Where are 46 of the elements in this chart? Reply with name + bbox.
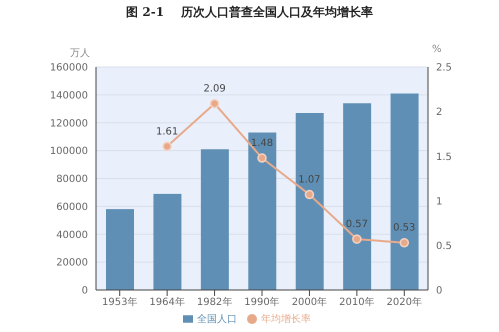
- y-tick-label: 140000: [50, 90, 88, 102]
- bar: [390, 93, 419, 290]
- point: [210, 98, 220, 108]
- y2-axis-title: %: [432, 44, 442, 55]
- x-tick-label: 2010年: [339, 296, 375, 308]
- legend-label: 全国人口: [197, 314, 237, 325]
- y-tick-label: 0: [82, 286, 88, 297]
- point: [304, 190, 314, 200]
- data-label: 2.09: [203, 84, 226, 95]
- bar: [343, 103, 372, 290]
- bar: [200, 149, 229, 290]
- x-tick-label: 1953年: [102, 296, 138, 308]
- point: [352, 234, 362, 244]
- bar: [248, 132, 276, 290]
- bar: [106, 209, 134, 290]
- bar: [153, 194, 182, 290]
- y-tick-label: 60000: [56, 202, 88, 213]
- legend-label: 年均增长率: [261, 314, 311, 325]
- y2-tick-label: 1: [436, 196, 442, 208]
- x-tick-label: 1982年: [196, 296, 232, 308]
- y2-tick-label: 1.5: [436, 152, 452, 163]
- point: [162, 142, 172, 152]
- x-tick-label: 1990年: [244, 296, 280, 308]
- y-tick-label: 40000: [56, 230, 88, 241]
- bar: [296, 112, 324, 290]
- data-label: 1.61: [156, 126, 178, 138]
- y2-tick-label: 0: [436, 286, 442, 297]
- data-label: 1.07: [298, 174, 321, 186]
- y-tick-label: 160000: [50, 62, 88, 74]
- x-tick-label: 2020年: [386, 296, 422, 308]
- x-tick-label: 1964年: [149, 296, 185, 308]
- y-tick-label: 80000: [56, 174, 88, 186]
- y2-tick-label: 2: [436, 107, 442, 118]
- y-tick-label: 100000: [50, 146, 88, 158]
- point: [400, 238, 410, 248]
- data-label: 0.53: [393, 222, 416, 234]
- x-tick-label: 2000年: [292, 296, 328, 308]
- y2-tick-label: 0.5: [436, 240, 452, 252]
- chart-title: 图 2-1 历次人口普查全国人口及年均增长率: [125, 4, 374, 21]
- point: [257, 153, 267, 163]
- y-tick-label: 20000: [56, 258, 88, 269]
- y-tick-label: 120000: [50, 118, 88, 130]
- y2-tick-label: 2.5: [436, 62, 452, 74]
- y-axis-title: 万人: [70, 47, 90, 60]
- data-label: 0.57: [346, 219, 368, 230]
- data-label: 1.48: [250, 138, 274, 149]
